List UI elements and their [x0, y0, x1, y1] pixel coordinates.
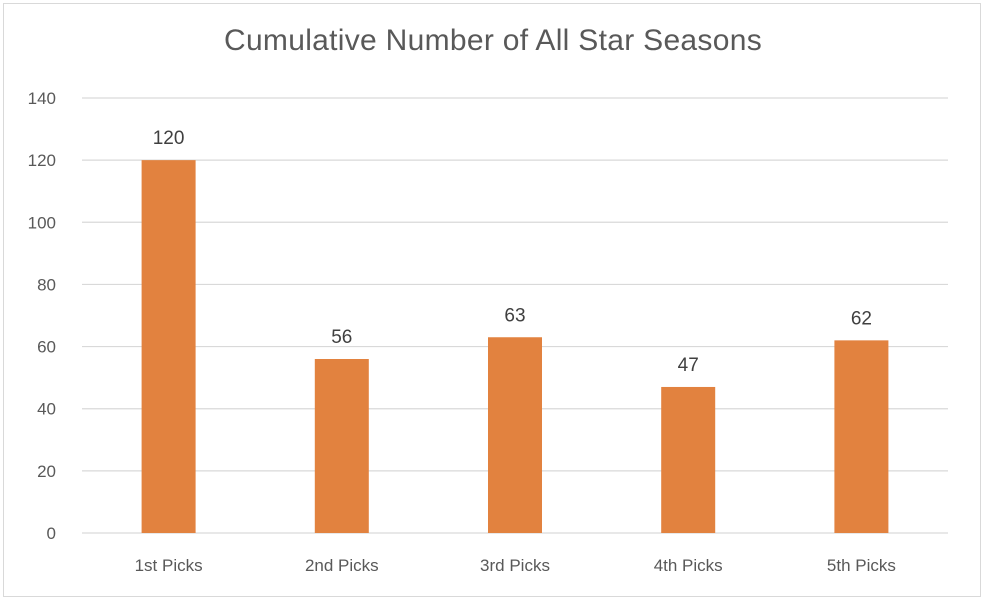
x-tick-label: 1st Picks — [135, 556, 203, 575]
data-label: 120 — [153, 128, 185, 149]
y-tick-label: 80 — [37, 275, 56, 294]
bar — [314, 359, 369, 533]
x-tick-label: 2nd Picks — [305, 556, 379, 575]
bar — [141, 160, 196, 533]
x-tick-label: 4th Picks — [654, 556, 723, 575]
bars — [141, 160, 889, 533]
bar — [488, 337, 542, 533]
data-label: 47 — [678, 355, 699, 376]
data-label: 62 — [851, 308, 872, 329]
y-tick-label: 20 — [37, 462, 56, 481]
data-labels: 120 56 63 47 62 — [153, 128, 872, 376]
chart-title: Cumulative Number of All Star Seasons — [223, 24, 762, 57]
x-tick-label: 3rd Picks — [480, 556, 550, 575]
y-tick-label: 140 — [28, 89, 56, 108]
x-tick-label: 5th Picks — [827, 556, 896, 575]
data-label: 63 — [504, 305, 525, 326]
data-label: 56 — [331, 327, 352, 348]
y-tick-label: 0 — [47, 524, 56, 543]
y-tick-label: 120 — [28, 151, 56, 170]
y-tick-label: 60 — [37, 338, 56, 357]
y-tick-label: 100 — [28, 213, 56, 232]
bar — [834, 340, 889, 533]
x-axis-ticks: 1st Picks 2nd Picks 3rd Picks 4th Picks 5th … — [135, 556, 896, 575]
y-tick-label: 40 — [37, 400, 56, 419]
y-axis-ticks: 0 20 40 60 80 100 120 140 — [28, 89, 56, 543]
bar — [661, 386, 716, 533]
